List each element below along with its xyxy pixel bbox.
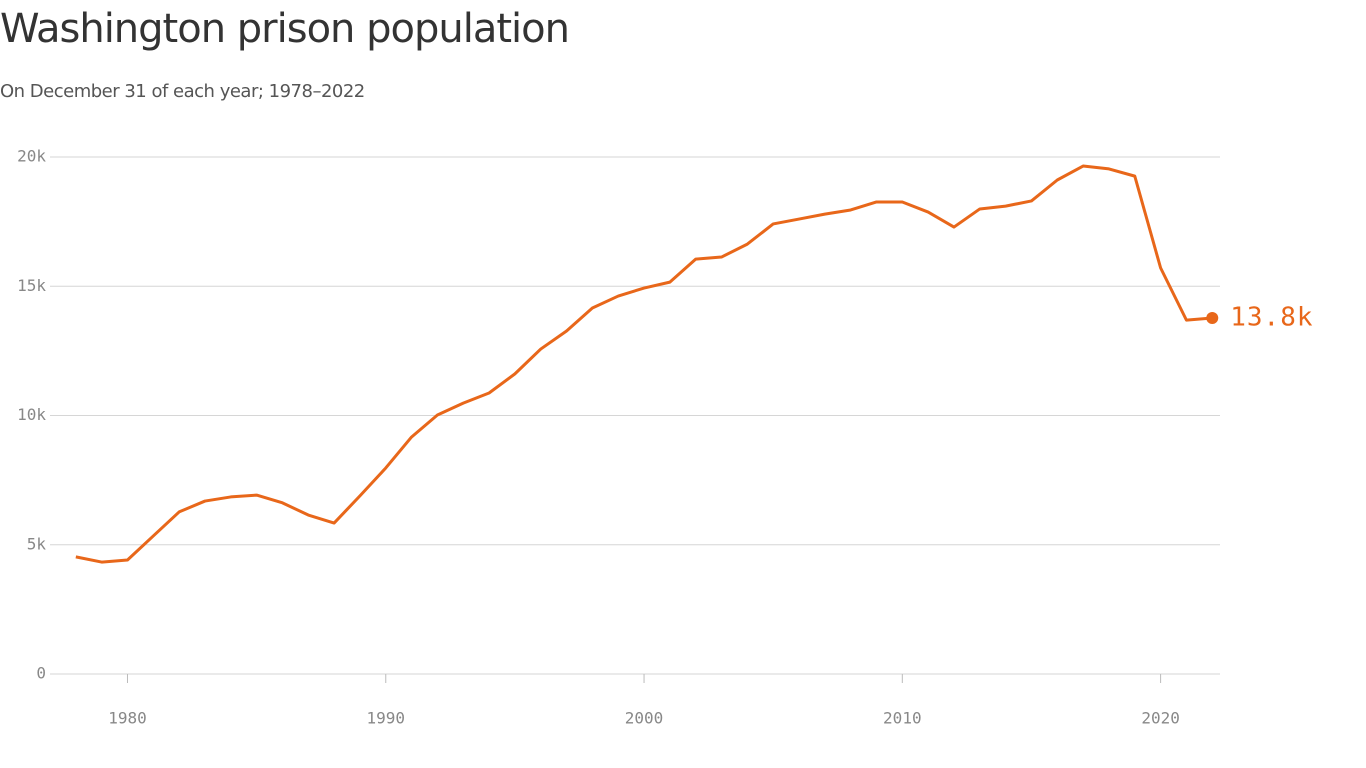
x-tick-label: 2020 bbox=[1141, 709, 1180, 728]
value-label: 13.8k bbox=[1230, 303, 1313, 333]
y-tick-label: 10k bbox=[17, 405, 46, 424]
end-point bbox=[1206, 312, 1219, 325]
y-tick-label: 0 bbox=[36, 664, 46, 683]
x-tick-label: 2000 bbox=[625, 709, 664, 728]
chart-title: Washington prison population bbox=[0, 6, 569, 52]
x-tick-label: 1980 bbox=[108, 709, 147, 728]
y-tick-label: 15k bbox=[17, 276, 46, 295]
line bbox=[75, 164, 1213, 564]
x-tick-label: 1990 bbox=[366, 709, 405, 728]
chart-subtitle: On December 31 of each year; 1978–2022 bbox=[0, 81, 365, 102]
y-tick-label: 5k bbox=[27, 534, 47, 553]
y-tick-label: 20k bbox=[17, 147, 46, 166]
x-tick-label: 2010 bbox=[883, 709, 922, 728]
